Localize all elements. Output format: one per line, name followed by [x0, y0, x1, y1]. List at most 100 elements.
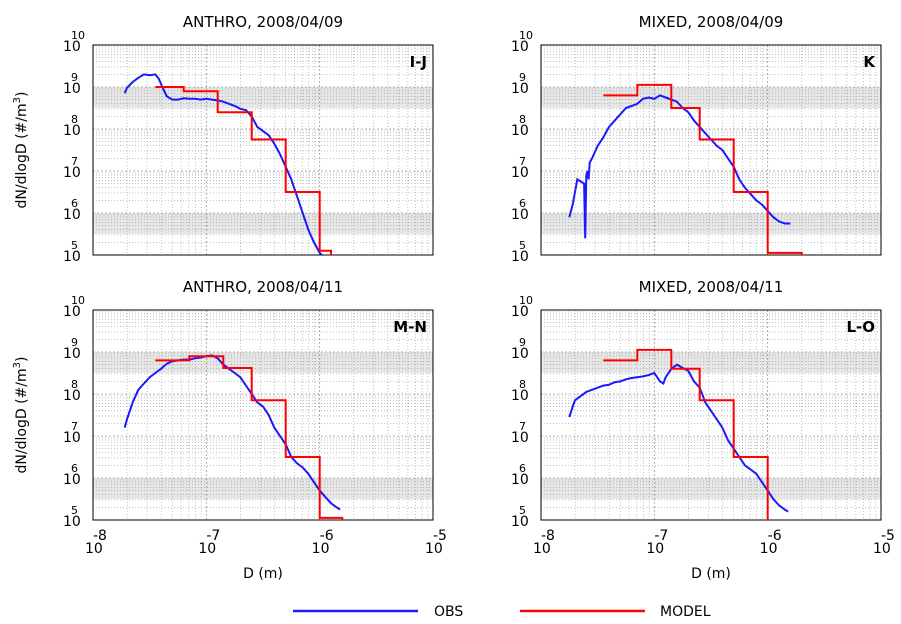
ytick-label: 10 [63, 81, 81, 97]
shaded-band [93, 87, 433, 108]
plot-frame [92, 309, 434, 521]
plot-frame [540, 44, 882, 256]
ytick-exponent: 7 [519, 155, 526, 168]
xtick-exponent: -6 [320, 528, 334, 544]
ytick-exponent: 5 [519, 504, 526, 517]
ytick-label: 10 [63, 165, 81, 181]
ytick-label: 10 [63, 346, 81, 362]
legend-label-model: MODEL [660, 604, 711, 620]
panel-tag: K [863, 53, 876, 71]
ytick-label: 10 [511, 123, 529, 139]
panel-3: 101010910810710610510-810-710-610-5ANTHR… [12, 278, 447, 582]
series-obs-line [568, 363, 789, 513]
panel-tag: L-O [846, 318, 875, 336]
series-model-step [603, 83, 803, 255]
xtick-exponent: -7 [654, 528, 668, 544]
shaded-band [93, 478, 433, 499]
shaded-band [541, 87, 881, 108]
ytick-exponent: 9 [519, 71, 526, 84]
shaded-band [541, 213, 881, 234]
ytick-label: 10 [63, 207, 81, 223]
panel-title: MIXED, 2008/04/09 [639, 13, 784, 31]
legend-label-obs: OBS [434, 604, 463, 620]
xtick-label: 10 [646, 541, 664, 557]
series-model-step [155, 86, 332, 255]
ytick-label: 10 [63, 123, 81, 139]
xtick-label: 10 [312, 541, 330, 557]
ytick-label: 10 [63, 430, 81, 446]
series-model-step [155, 355, 344, 520]
ytick-label: 10 [511, 346, 529, 362]
ytick-label: 10 [63, 388, 81, 404]
ytick-label: 10 [511, 472, 529, 488]
xtick-exponent: -5 [881, 528, 895, 544]
x-axis-label: D (m) [691, 566, 731, 582]
ytick-exponent: 7 [519, 420, 526, 433]
y-axis-label: dN/dlogD (#/m3) [12, 92, 30, 209]
ytick-label: 10 [511, 304, 529, 320]
ytick-exponent: 9 [71, 71, 78, 84]
ytick-exponent: 5 [71, 504, 78, 517]
ytick-exponent: 10 [519, 29, 533, 42]
ytick-exponent: 5 [71, 239, 78, 252]
y-axis-label-sup: 3 [12, 97, 23, 103]
ytick-label: 10 [63, 514, 81, 530]
ytick-label: 10 [63, 304, 81, 320]
y-axis-label: dN/dlogD (#/m3) [12, 357, 30, 474]
panel-4: 101010910810710610510-810-710-610-5MIXED… [511, 278, 895, 582]
panel-tag: I-J [410, 53, 427, 71]
plot-frame [92, 44, 434, 256]
ytick-label: 10 [63, 249, 81, 265]
xtick-exponent: -5 [433, 528, 447, 544]
series-obs-line [568, 94, 791, 239]
ytick-exponent: 6 [71, 462, 78, 475]
ytick-exponent: 10 [519, 294, 533, 307]
series-obs-line [123, 354, 341, 511]
ytick-exponent: 9 [71, 336, 78, 349]
ytick-exponent: 6 [71, 197, 78, 210]
xtick-label: 10 [873, 541, 891, 557]
ytick-exponent: 8 [71, 113, 78, 126]
panel-title: MIXED, 2008/04/11 [639, 278, 784, 296]
y-axis-label-end: ) [14, 92, 30, 97]
xtick-exponent: -6 [768, 528, 782, 544]
xtick-label: 10 [85, 541, 103, 557]
xtick-exponent: -7 [206, 528, 220, 544]
ytick-label: 10 [511, 81, 529, 97]
xtick-exponent: -8 [93, 528, 107, 544]
ytick-label: 10 [511, 514, 529, 530]
ytick-exponent: 8 [519, 378, 526, 391]
shaded-band [93, 352, 433, 373]
ytick-label: 10 [511, 249, 529, 265]
ytick-label: 10 [511, 430, 529, 446]
ytick-label: 10 [511, 207, 529, 223]
ytick-label: 10 [511, 388, 529, 404]
xtick-exponent: -8 [541, 528, 555, 544]
ytick-exponent: 7 [71, 420, 78, 433]
y-axis-label-main: dN/dlogD (#/m [14, 368, 30, 473]
ytick-exponent: 9 [519, 336, 526, 349]
y-axis-label-main: dN/dlogD (#/m [14, 103, 30, 208]
series-model-step [603, 348, 769, 520]
ytick-label: 10 [511, 39, 529, 55]
y-axis-label-sup: 3 [12, 362, 23, 368]
y-axis-label-end: ) [14, 357, 30, 362]
ytick-exponent: 8 [519, 113, 526, 126]
ytick-label: 10 [63, 39, 81, 55]
ytick-label: 10 [511, 165, 529, 181]
xtick-label: 10 [533, 541, 551, 557]
ytick-exponent: 7 [71, 155, 78, 168]
ytick-exponent: 10 [71, 29, 85, 42]
ytick-exponent: 6 [519, 462, 526, 475]
shaded-band [541, 352, 881, 373]
series-obs-line [123, 73, 323, 255]
ytick-exponent: 10 [71, 294, 85, 307]
x-axis-label: D (m) [243, 566, 283, 582]
panel-title: ANTHRO, 2008/04/09 [183, 13, 343, 31]
xtick-label: 10 [198, 541, 216, 557]
ytick-exponent: 8 [71, 378, 78, 391]
plot-frame [540, 309, 882, 521]
